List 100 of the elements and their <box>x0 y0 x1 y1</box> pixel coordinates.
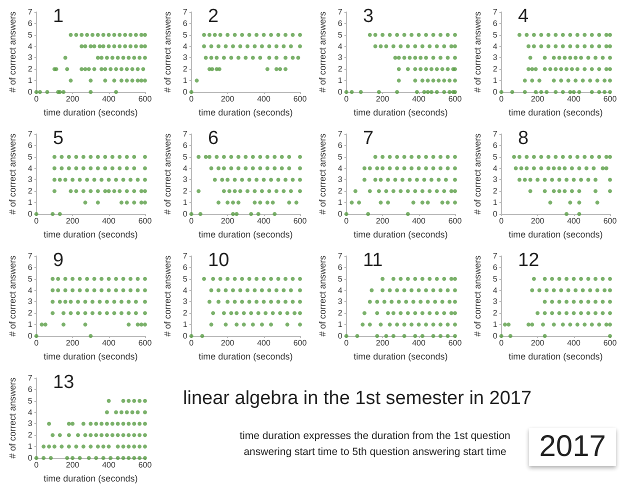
point <box>238 44 242 48</box>
point <box>420 276 424 281</box>
point <box>298 189 302 194</box>
point <box>532 276 536 281</box>
y-tick-label: 4 <box>182 164 188 173</box>
point <box>100 276 104 281</box>
point <box>143 166 147 170</box>
point <box>231 288 235 292</box>
point <box>128 178 133 182</box>
point <box>570 166 574 170</box>
point <box>414 178 419 182</box>
point <box>410 166 414 170</box>
point <box>446 322 450 327</box>
y-axis-title: # of correct answers <box>162 10 172 93</box>
point <box>436 178 441 182</box>
point <box>274 44 278 48</box>
point <box>532 32 536 37</box>
y-axis-title: # of correct answers <box>318 132 328 215</box>
point <box>212 32 217 37</box>
point <box>252 288 257 292</box>
y-tick-label: 2 <box>338 186 343 196</box>
point <box>564 178 569 182</box>
point <box>92 44 96 48</box>
x-tick-label: 400 <box>567 338 581 348</box>
point <box>375 300 380 304</box>
point <box>416 166 421 170</box>
y-tick-label: 1 <box>28 442 33 452</box>
point <box>88 154 93 159</box>
point <box>282 44 286 48</box>
point <box>202 276 206 281</box>
point <box>124 410 129 414</box>
point <box>400 178 404 182</box>
point <box>522 78 527 83</box>
point <box>524 166 529 170</box>
point <box>269 178 274 182</box>
point <box>240 276 244 281</box>
chart-title: 6 <box>208 128 219 149</box>
text: 2017 <box>529 428 616 466</box>
point <box>130 410 134 414</box>
point <box>194 78 199 83</box>
point <box>557 56 562 60</box>
point <box>81 444 86 449</box>
point <box>502 322 507 327</box>
point <box>198 212 202 216</box>
x-tick-label: 0 <box>499 216 504 226</box>
point <box>557 276 562 281</box>
point <box>88 166 93 170</box>
point <box>517 154 522 159</box>
point <box>209 44 214 48</box>
point <box>119 200 124 205</box>
point <box>128 44 133 48</box>
point <box>448 78 452 83</box>
point <box>546 44 550 48</box>
x-tick-label: 0 <box>344 216 350 226</box>
point <box>103 154 108 159</box>
point <box>247 276 252 281</box>
point <box>604 154 608 159</box>
point <box>410 322 414 327</box>
point <box>85 288 90 292</box>
point <box>100 67 104 72</box>
x-tick-label: 0 <box>189 94 194 104</box>
point <box>121 444 126 449</box>
y-tick-label: 7 <box>338 130 343 138</box>
point <box>121 433 126 438</box>
point <box>250 166 255 170</box>
y-tick-label: 1 <box>338 320 343 330</box>
point <box>380 276 385 281</box>
y-tick-label: 1 <box>28 320 33 330</box>
point <box>350 200 354 205</box>
point <box>68 311 73 316</box>
point <box>570 67 574 72</box>
x-tick-label: 600 <box>603 216 618 226</box>
point <box>98 311 102 316</box>
point <box>288 189 293 194</box>
y-tick-label: 4 <box>338 164 343 173</box>
point <box>416 32 421 37</box>
point <box>218 276 222 281</box>
point <box>386 200 390 205</box>
point <box>138 398 142 403</box>
point <box>604 322 608 327</box>
point <box>572 300 576 304</box>
point <box>588 78 592 83</box>
point <box>124 166 129 170</box>
point <box>130 67 134 72</box>
point <box>453 32 457 37</box>
point <box>60 166 64 170</box>
point <box>438 322 443 327</box>
point <box>453 300 457 304</box>
point <box>410 288 414 292</box>
point <box>260 189 264 194</box>
point <box>138 444 142 449</box>
y-tick-label: 0 <box>492 332 498 340</box>
point <box>428 276 432 281</box>
y-tick-label: 1 <box>182 198 188 208</box>
point <box>74 189 78 194</box>
point <box>209 166 214 170</box>
point <box>376 90 381 94</box>
point <box>121 456 126 460</box>
point <box>408 56 412 60</box>
point <box>550 300 554 304</box>
